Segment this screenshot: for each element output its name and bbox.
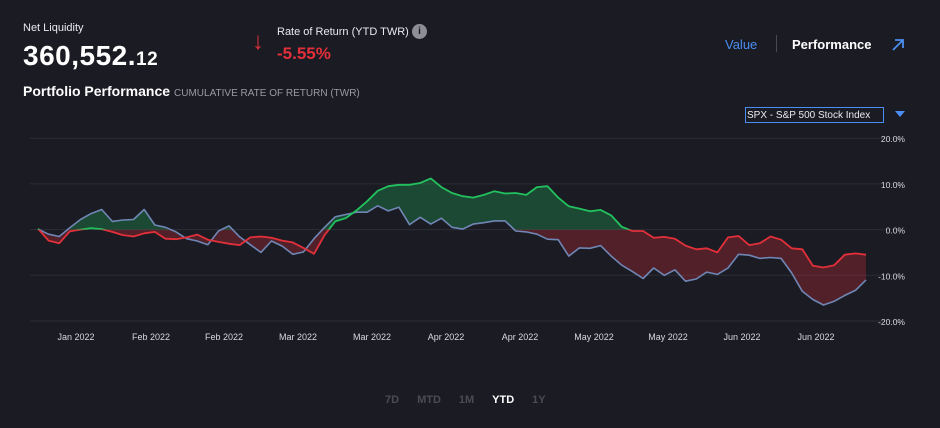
underperformance-area	[38, 229, 866, 305]
y-tick-label: 20.0%	[881, 134, 906, 144]
benchmark-select[interactable]: SPX - S&P 500 Stock Index	[745, 107, 884, 123]
outperformance-area	[38, 178, 629, 230]
x-tick-label: Mar 2022	[279, 332, 317, 342]
x-tick-label: Mar 2022	[353, 332, 391, 342]
info-icon[interactable]: i	[412, 24, 427, 39]
portfolio-performance-title: Portfolio Performance	[23, 83, 171, 99]
y-tick-label: -10.0%	[878, 271, 905, 281]
y-tick-label: 10.0%	[881, 180, 906, 190]
range-1y[interactable]: 1Y	[532, 394, 546, 406]
range-7d[interactable]: 7D	[385, 394, 400, 406]
performance-chart: 20.0% 10.0% 0.0% -10.0% -20.0% Jan 2022 Feb 2…	[30, 134, 906, 342]
range-mtd[interactable]: MTD	[417, 394, 441, 406]
performance-toggle[interactable]: Performance	[792, 37, 872, 52]
net-liquidity-main: 360,552.	[23, 40, 136, 71]
x-tick-label: Feb 2022	[205, 332, 243, 342]
rate-of-return-value: -5.55%	[277, 44, 331, 63]
net-liquidity-label: Net Liquidity	[23, 22, 84, 34]
chevron-down-icon[interactable]	[895, 111, 905, 117]
x-tick-label: Jun 2022	[723, 332, 760, 342]
y-tick-label: -20.0%	[878, 317, 905, 327]
net-liquidity-cents: 12	[136, 49, 159, 70]
rate-of-return-label: Rate of Return (YTD TWR)	[277, 26, 409, 38]
value-toggle[interactable]: Value	[725, 37, 758, 52]
range-1m[interactable]: 1M	[458, 394, 475, 406]
section-title: Portfolio Performance CUMULATIVE RATE OF …	[23, 83, 360, 99]
range-ytd[interactable]: YTD	[492, 394, 515, 406]
x-tick-label: Feb 2022	[132, 332, 170, 342]
x-tick-label: Apr 2022	[502, 332, 539, 342]
net-liquidity-value: 360,552.12	[23, 40, 158, 72]
x-tick-label: Apr 2022	[428, 332, 465, 342]
x-tick-label: Jun 2022	[797, 332, 834, 342]
toggle-divider	[776, 35, 777, 52]
section-subtitle: CUMULATIVE RATE OF RETURN (TWR)	[174, 88, 360, 99]
x-tick-label: Jan 2022	[57, 332, 94, 342]
x-tick-label: May 2022	[574, 332, 614, 342]
expand-arrow-icon[interactable]	[890, 37, 906, 53]
portfolio-line-down	[37, 229, 867, 269]
portfolio-line-up	[37, 177, 632, 230]
benchmark-line	[37, 205, 867, 306]
down-arrow-icon: ↓	[252, 28, 264, 55]
x-tick-label: May 2022	[648, 332, 688, 342]
range-selector: 7D MTD 1M YTD 1Y	[376, 394, 555, 406]
y-tick-label: 0.0%	[886, 226, 906, 236]
